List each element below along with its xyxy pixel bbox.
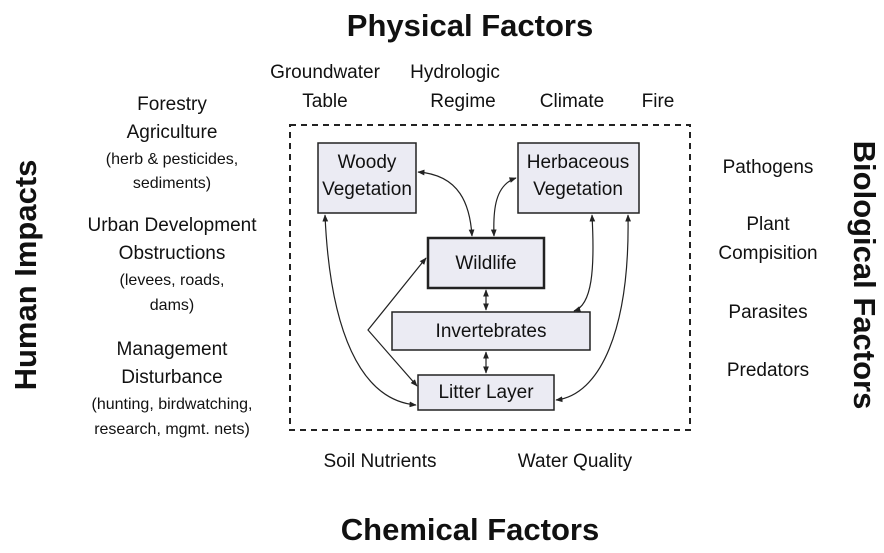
factor: (hunting, birdwatching, [92,396,253,413]
factor: Management [117,339,229,360]
factor: Table [302,91,347,112]
factor: (levees, roads, [120,272,225,289]
node-box [426,236,546,290]
arrow [490,177,517,237]
node-label: Vegetation [322,179,412,200]
node-label: Herbaceous [527,152,629,173]
node-label: Litter Layer [438,382,534,403]
factor: Soil Nutrients [324,451,437,472]
factor: research, mgmt. nets) [94,421,250,438]
node-box [517,142,640,214]
node-label: Invertebrates [436,321,547,342]
factor: Groundwater [270,62,381,83]
factor: Agriculture [127,122,218,143]
system-boundary [289,124,691,431]
factor: Obstructions [119,243,226,264]
arrow [367,257,427,387]
factor: (herb & pesticides, [106,151,239,168]
factor: sediments) [133,175,211,192]
title-right: Biological Factors [847,141,882,410]
factor: Climate [540,91,604,112]
node-box [417,374,555,411]
node-label: Woody [338,152,397,173]
arrow [555,214,631,403]
factor: Hydrologic [410,62,500,83]
factor: Parasites [728,302,807,323]
factor: Regime [430,91,495,112]
factor: Forestry [137,94,207,115]
factor: dams) [150,297,194,314]
factor: Pathogens [723,157,814,178]
title-left: Human Impacts [8,160,43,391]
title-top: Physical Factors [347,8,593,43]
factor: Predators [727,360,809,381]
factor: Compisition [718,243,817,264]
title-bottom: Chemical Factors [341,512,599,547]
factor: Plant [746,214,790,235]
factor: Urban Development [88,215,258,236]
arrow [573,214,596,312]
node-label: Wildlife [455,253,516,274]
arrow [417,169,475,237]
factor: Water Quality [518,451,633,472]
node-box [317,142,417,214]
factor: Fire [642,91,675,112]
arrow [322,214,417,408]
node-label: Vegetation [533,179,623,200]
factor: Disturbance [121,367,222,388]
node-box [391,311,591,351]
